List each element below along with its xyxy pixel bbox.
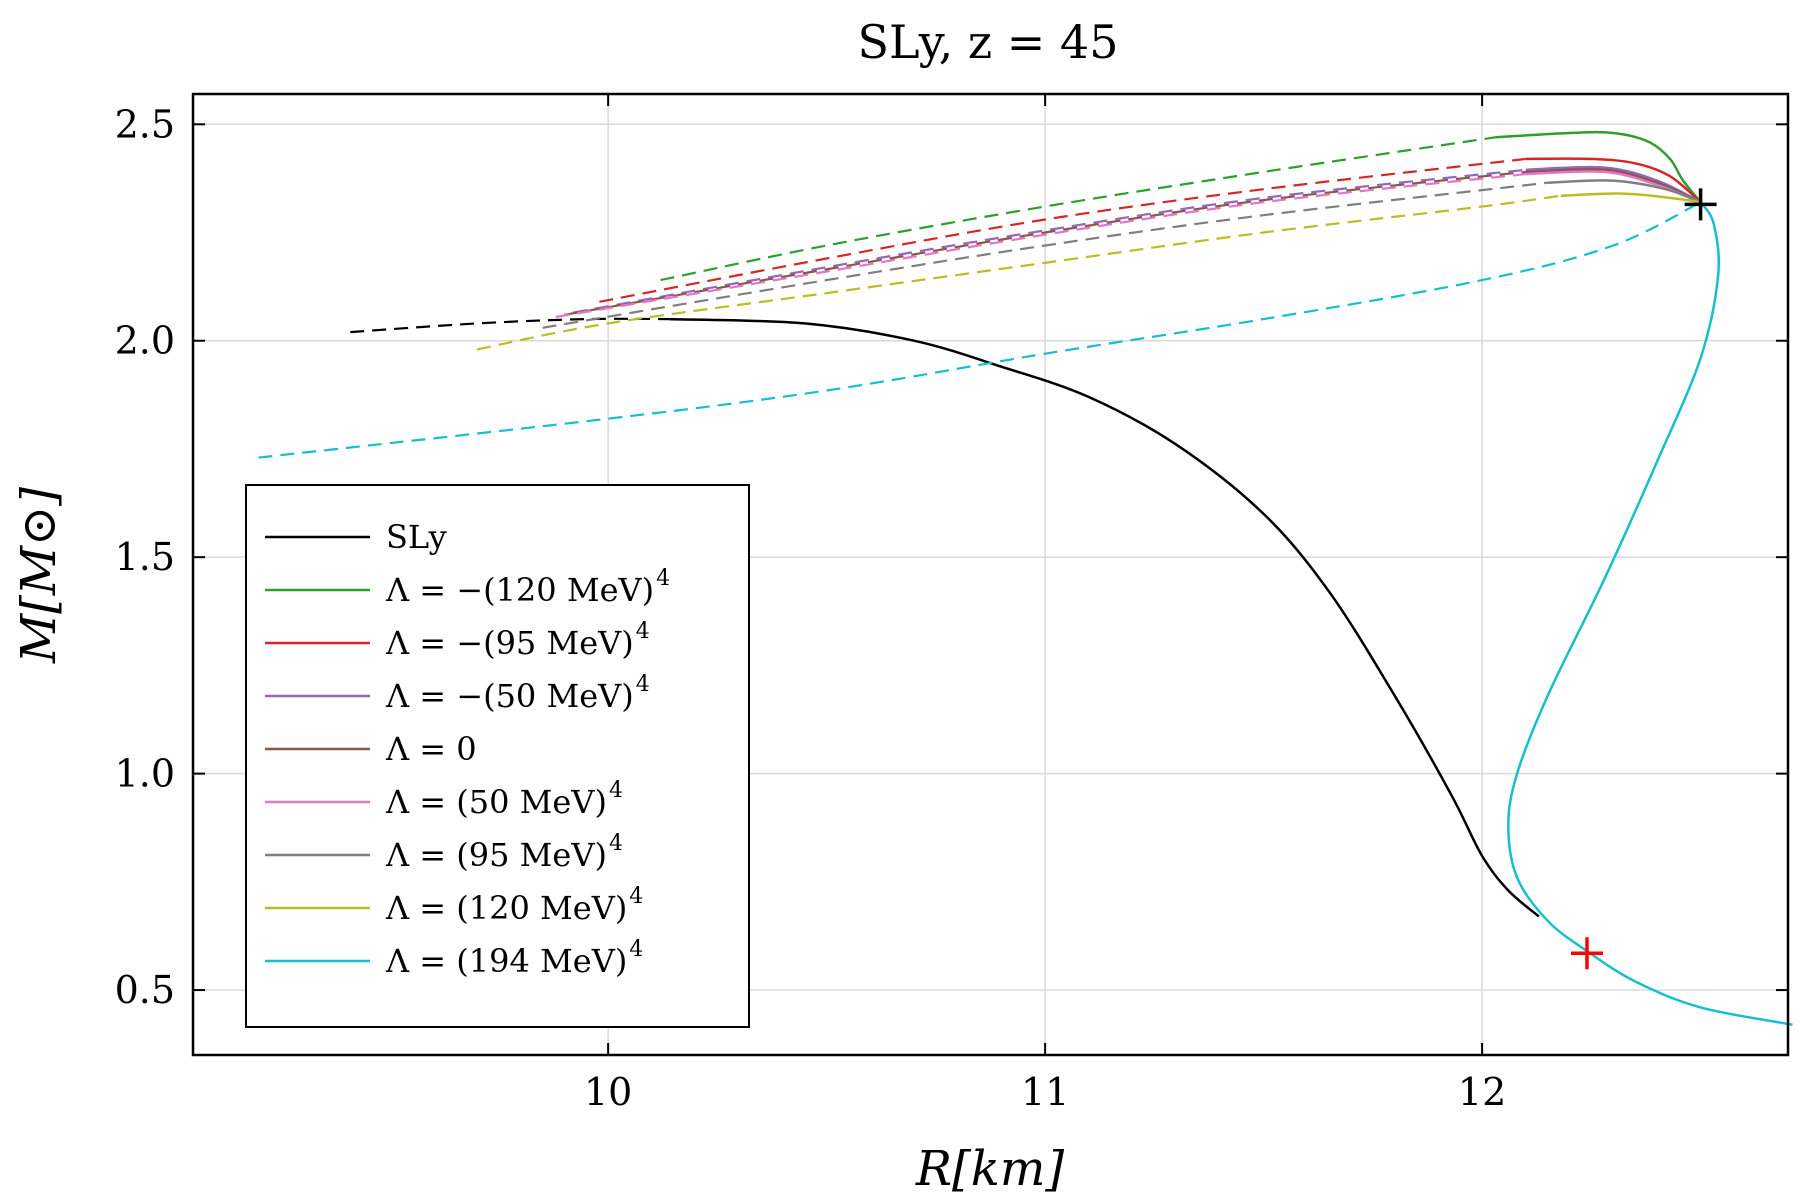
legend-superscript: 4 xyxy=(629,884,643,909)
y-axis-label: M[M⊙] xyxy=(11,487,67,664)
legend-label-sly: SLy xyxy=(386,518,447,556)
legend-superscript: 4 xyxy=(636,672,650,697)
x-axis-label: R[km] xyxy=(915,1141,1064,1197)
series-sly-solid xyxy=(669,317,1540,918)
legend-label-lambda-120: Λ = (120 MeV)4 xyxy=(385,884,643,927)
series-lambda-194-dashed xyxy=(258,201,1702,459)
legend-superscript: 4 xyxy=(609,778,623,803)
series-group xyxy=(258,130,1793,1026)
x-tick-label: 11 xyxy=(1021,1070,1069,1114)
series-lambda-95-dashed xyxy=(542,181,1548,329)
legend: SLy Λ = −(120 MeV)4 Λ = −(95 MeV)4 Λ = −(50… xyxy=(245,484,750,1028)
legend-superscript: 4 xyxy=(609,831,623,856)
y-tick-label: 0.5 xyxy=(115,968,175,1012)
series-lambda-95-dashed xyxy=(599,157,1526,303)
plot-frame xyxy=(191,92,1790,1057)
series-lambda-120-solid xyxy=(1495,130,1702,203)
series-lambda-194-solid xyxy=(1507,201,1793,1026)
legend-label-lambda-194: Λ = (194 MeV)4 xyxy=(385,937,643,980)
y-tick-label: 1.5 xyxy=(115,535,175,579)
legend-superscript: 4 xyxy=(656,566,670,591)
legend-label-lambda-95: Λ = (95 MeV)4 xyxy=(385,831,623,874)
series-lambda-120-dashed xyxy=(476,194,1561,351)
series-lambda-95-solid xyxy=(1525,157,1702,204)
series-lambda-50-dashed xyxy=(555,173,1526,318)
series-lambda-120-solid xyxy=(1560,192,1701,204)
axis-ticks: 10 11 12 0.5 1.0 1.5 2.0 2.5 xyxy=(115,94,1788,1114)
legend-superscript: 4 xyxy=(629,937,643,962)
x-tick-label: 10 xyxy=(584,1070,632,1114)
series-sly-dashed xyxy=(350,317,670,334)
series-lambda-120-dashed xyxy=(660,136,1496,282)
legend-label-lambda-50: Λ = −(50 MeV)4 xyxy=(385,672,650,715)
legend-label-lambda-95: Λ = −(95 MeV)4 xyxy=(385,619,650,662)
legend-superscript: 4 xyxy=(636,619,650,644)
chart-title: SLy, z = 45 xyxy=(858,15,1119,69)
series-lambda-0-dashed xyxy=(564,170,1526,316)
markers-group xyxy=(1570,188,1717,970)
legend-label-lambda-0: Λ = 0 xyxy=(385,730,477,768)
series-lambda-50-dashed xyxy=(573,168,1526,314)
y-tick-label: 2.5 xyxy=(115,102,175,146)
legend-box xyxy=(245,484,750,1028)
y-tick-label: 1.0 xyxy=(115,752,175,796)
series-lambda-95-solid xyxy=(1547,179,1702,204)
legend-label-lambda-120: Λ = −(120 MeV)4 xyxy=(385,566,670,609)
legend-label-lambda-50: Λ = (50 MeV)4 xyxy=(385,778,623,821)
x-tick-label: 12 xyxy=(1458,1070,1506,1114)
y-tick-label: 2.0 xyxy=(115,319,175,363)
